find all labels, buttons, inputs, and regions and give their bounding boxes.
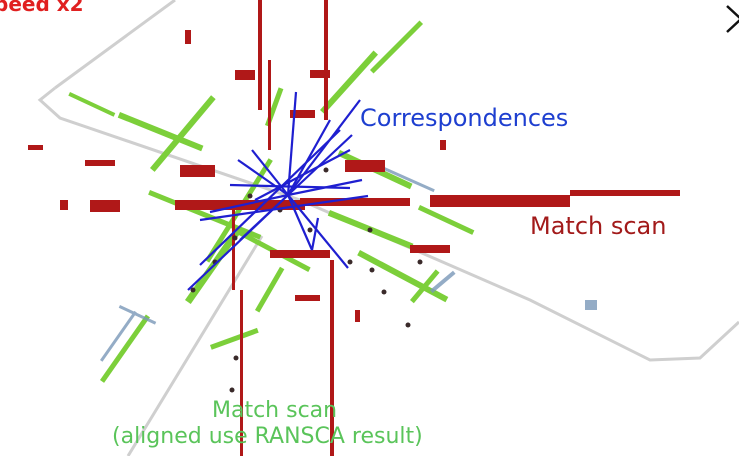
match-scan-green-label: Match scan — [212, 398, 338, 423]
aligned-note-label: (aligned use RANSCA result) — [112, 424, 423, 449]
speed-indicator: peed x2 — [0, 0, 84, 16]
correspondences-label: Correspondences — [360, 104, 569, 132]
correspondence-lines — [187, 91, 369, 291]
gray-scan-points — [99, 165, 597, 362]
match-scan-red-label: Match scan — [530, 212, 667, 240]
dark-points — [190, 167, 423, 393]
chevron-right-icon[interactable] — [725, 2, 739, 36]
